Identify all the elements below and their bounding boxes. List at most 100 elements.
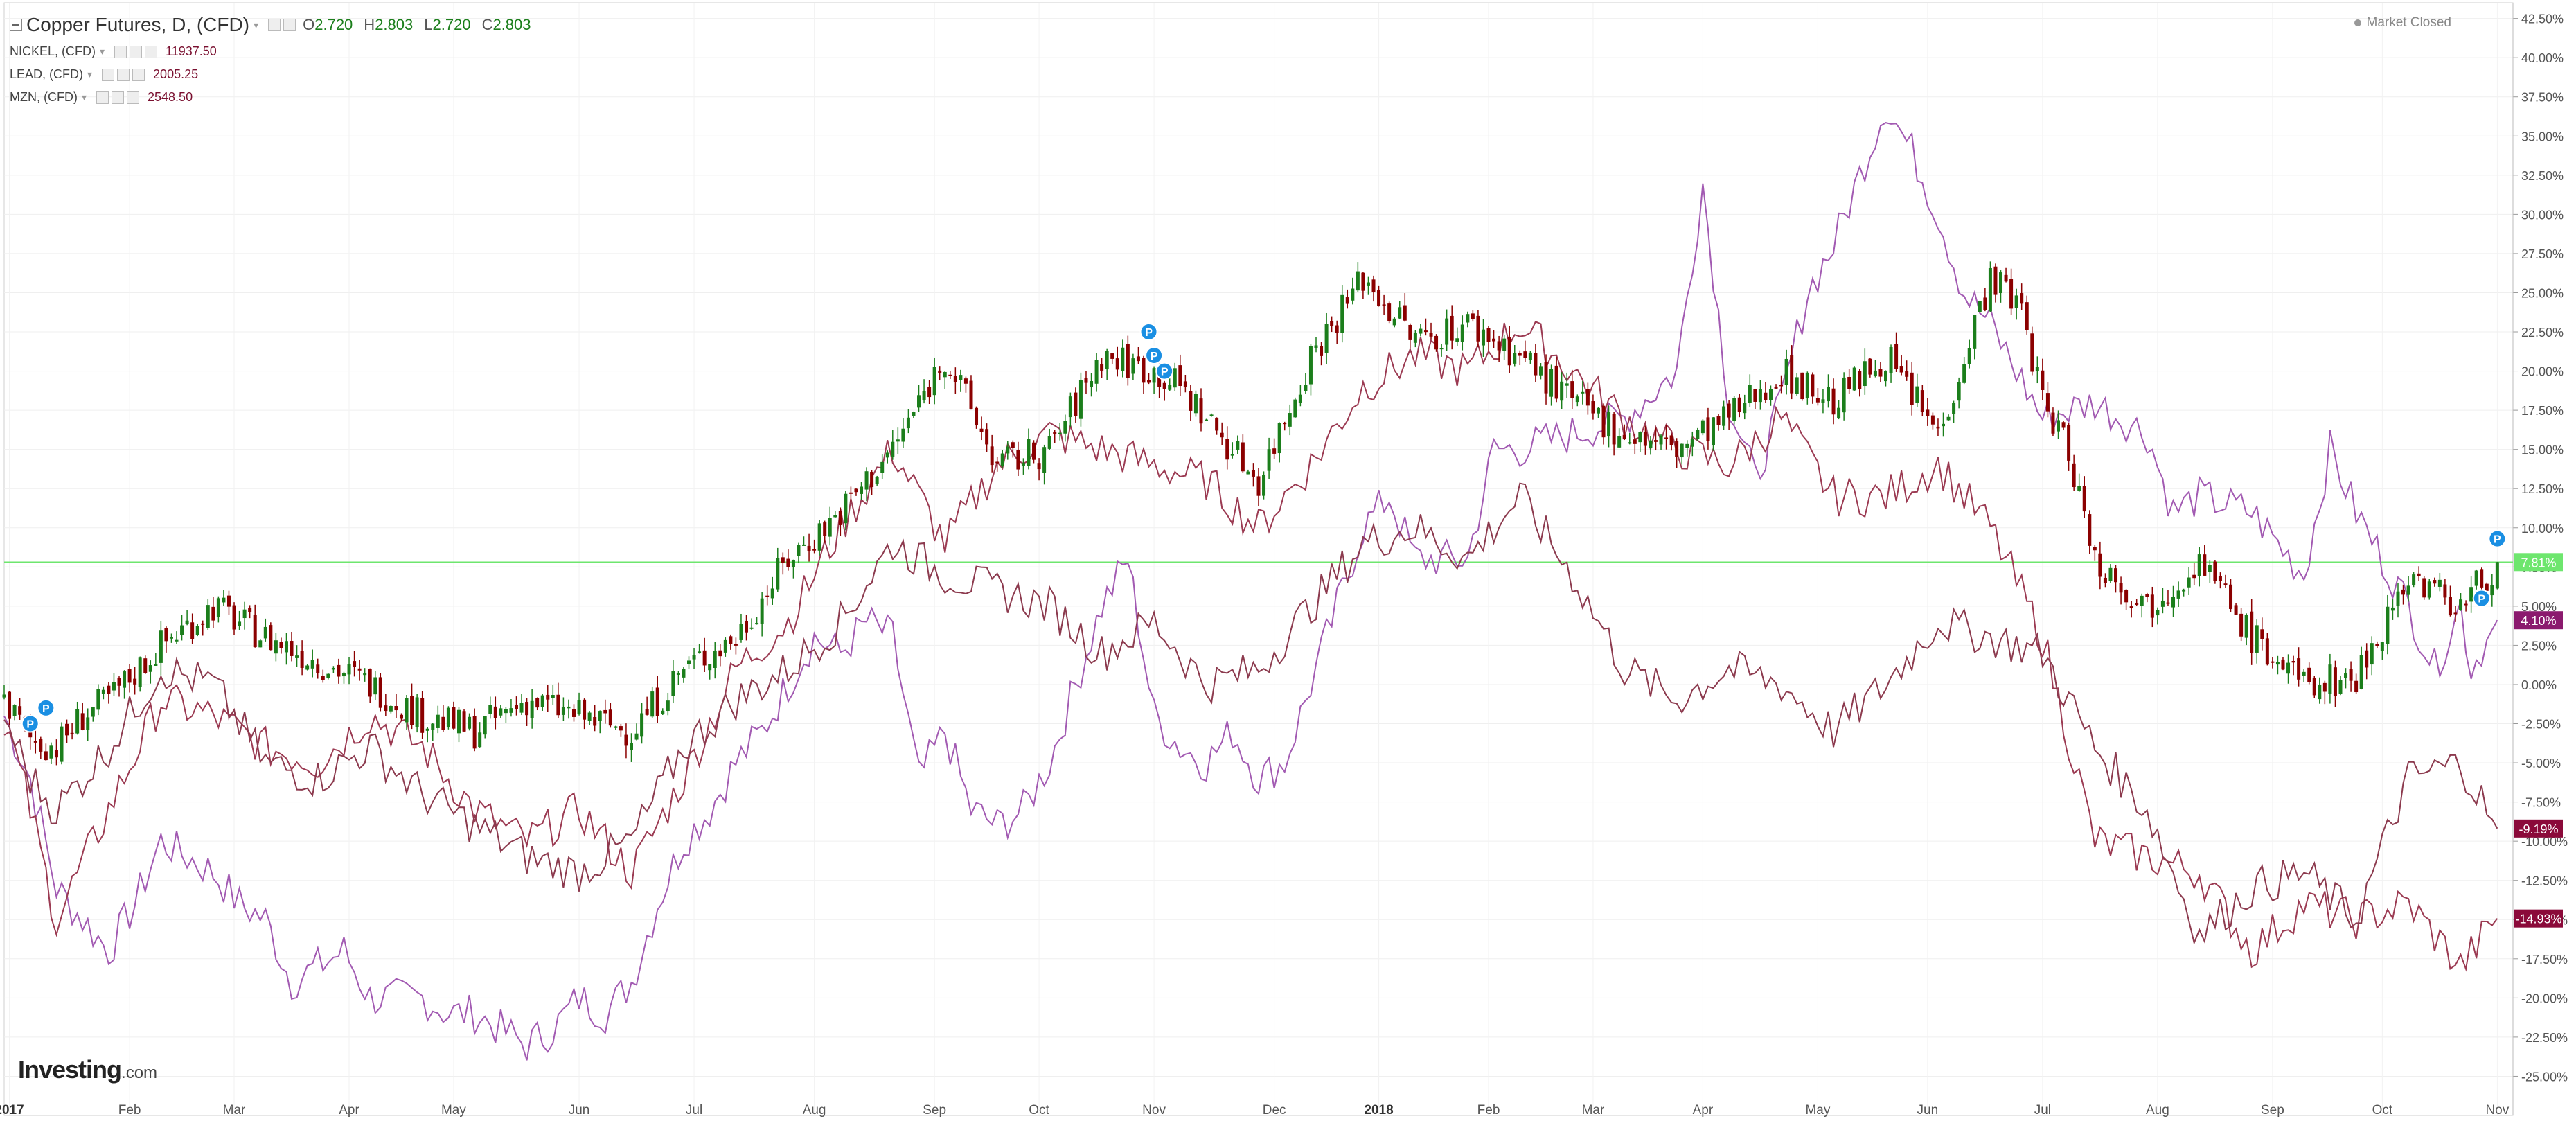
x-tick-label: Mar: [223, 1103, 246, 1118]
candle-body: [995, 461, 1000, 464]
y-tick-label: 15.00%: [2521, 443, 2564, 457]
candle-body: [1058, 432, 1062, 434]
x-tick-label: Jun: [1917, 1103, 1939, 1118]
chevron-down-icon[interactable]: ▾: [87, 69, 93, 80]
candle-body: [143, 658, 148, 673]
candle-body: [1842, 377, 1846, 413]
candle-body: [1403, 305, 1407, 321]
candle-body: [446, 707, 450, 727]
candle-body: [8, 691, 12, 719]
legend-row-mzn[interactable]: MZN, (CFD) ▾ 2548.50: [10, 86, 542, 109]
x-tick-label: 2018: [1364, 1103, 1393, 1118]
candle-body: [148, 665, 152, 672]
legend-value-lead: 2005.25: [153, 67, 199, 81]
candle-body: [1669, 435, 1673, 445]
candle-body: [2140, 595, 2144, 606]
event-marker: P: [1145, 346, 1164, 364]
candle-body: [279, 642, 283, 648]
mzn-settings-icons: [96, 91, 140, 104]
hide-icon[interactable]: [283, 19, 296, 31]
legend-row-lead[interactable]: LEAD, (CFD) ▾ 2005.25: [10, 63, 542, 86]
candle-body: [1700, 420, 1705, 434]
hide-icon[interactable]: [117, 68, 130, 81]
candle-body: [12, 705, 17, 716]
candle-body: [1445, 318, 1449, 345]
candle-body: [1115, 358, 1119, 370]
collapse-icon[interactable]: [10, 19, 22, 31]
candle-body: [556, 694, 560, 716]
y-tick-label: 2.50%: [2521, 639, 2557, 653]
candle-body: [985, 429, 989, 445]
candle-body: [2281, 659, 2285, 670]
candle-body: [1121, 347, 1125, 371]
candle-body: [478, 732, 482, 748]
chevron-down-icon[interactable]: ▾: [81, 91, 87, 103]
candle-body: [2297, 658, 2301, 680]
logo-brand: Investing: [18, 1055, 122, 1084]
candle-body: [927, 387, 932, 398]
plot-frame: [3, 2, 2514, 1116]
nickel-settings-icons: [114, 45, 158, 58]
candle-body: [368, 669, 372, 697]
hide-icon[interactable]: [112, 91, 125, 104]
candle-body: [1805, 372, 1809, 398]
close-icon[interactable]: [127, 91, 140, 104]
legend-row-nickel[interactable]: NICKEL, (CFD) ▾ 11937.50: [10, 40, 542, 63]
chevron-down-icon[interactable]: ▾: [254, 19, 259, 30]
candle-body: [1910, 372, 1914, 405]
candle-body: [2318, 685, 2322, 700]
settings-icon[interactable]: [102, 68, 115, 81]
candle-body: [828, 518, 832, 537]
candle-body: [1513, 353, 1517, 364]
candle-body: [540, 695, 544, 707]
candle-body: [2370, 643, 2374, 665]
candle-body: [180, 625, 184, 635]
candle-body: [1983, 297, 1987, 310]
settings-icon[interactable]: [268, 19, 281, 31]
candle-body: [2464, 603, 2468, 606]
close-icon[interactable]: [132, 68, 145, 81]
candle-body: [932, 367, 936, 396]
candle-body: [587, 712, 592, 721]
x-tick-label: Oct: [2372, 1103, 2393, 1118]
event-marker: P: [1155, 362, 1174, 380]
candle-body: [488, 705, 492, 714]
candle-body: [1497, 341, 1501, 351]
candle-body: [2271, 661, 2275, 663]
candle-body: [2443, 584, 2447, 598]
settings-icon[interactable]: [114, 45, 127, 58]
close-icon[interactable]: [145, 45, 158, 58]
candle-body: [1439, 348, 1444, 350]
legend-value-mzn: 2548.50: [148, 90, 193, 104]
candle-body: [1696, 430, 1700, 439]
candle-body: [593, 717, 597, 726]
candle-body: [655, 687, 659, 716]
candle-body: [1423, 330, 1428, 333]
candle-body: [2025, 302, 2029, 330]
y-tick-label: -22.50%: [2521, 1031, 2568, 1045]
candle-body: [577, 700, 581, 715]
ohlc-open: O2.720: [303, 16, 353, 33]
candle-body: [1779, 385, 1784, 387]
candle-body: [300, 651, 304, 668]
candle-body: [201, 623, 205, 625]
candle-body: [2453, 612, 2458, 615]
candle-body: [1006, 446, 1010, 454]
candle-body: [1450, 315, 1454, 341]
settings-icon[interactable]: [96, 91, 109, 104]
candle-body: [1565, 383, 1569, 386]
candle-body: [2156, 610, 2160, 616]
candle-body: [1000, 453, 1004, 466]
chevron-down-icon[interactable]: ▾: [100, 46, 105, 57]
hide-icon[interactable]: [130, 45, 143, 58]
marker-circle: [1155, 362, 1174, 380]
legend-main-row[interactable]: Copper Futures, D, (CFD) ▾ O2.720 H2.803…: [10, 10, 542, 40]
candle-body: [1256, 476, 1261, 496]
event-marker: P: [37, 698, 55, 717]
candle-body: [2166, 602, 2170, 604]
candle-body: [2244, 615, 2248, 638]
candle-body: [2098, 553, 2102, 577]
candle-body: [765, 595, 770, 597]
candle-body: [760, 598, 764, 624]
